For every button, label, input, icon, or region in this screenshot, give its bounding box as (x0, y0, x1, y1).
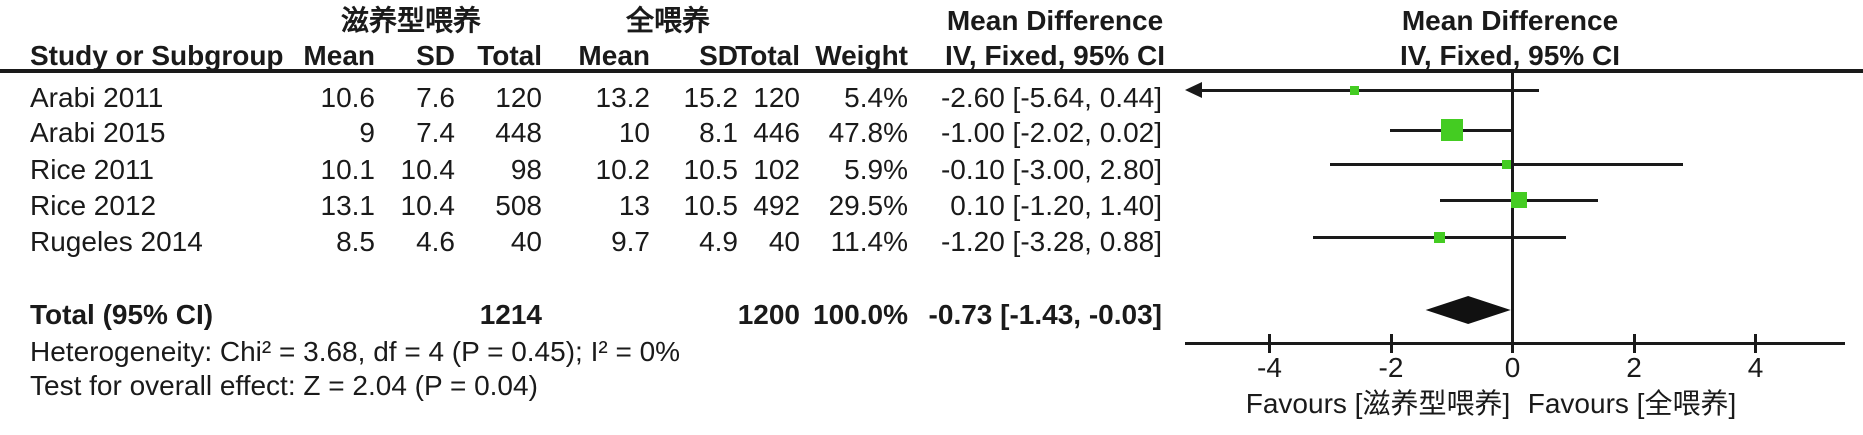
total-total2-cell: 1200 (737, 299, 800, 330)
axis-tick (1268, 334, 1271, 353)
weight-cell: 29.5% (828, 190, 908, 221)
axis-tick-label: -2 (1378, 352, 1404, 383)
mean2-cell: 13.2 (595, 82, 651, 113)
total1-cell: 98 (510, 154, 542, 185)
axis-tick (1632, 334, 1636, 353)
study-label: Rice 2011 (30, 154, 155, 185)
mean2-cell: 13 (618, 190, 650, 221)
ci-cell: -1.20 [-3.28, 0.88] (940, 226, 1162, 257)
col-header-sd1: SD (416, 40, 455, 71)
x-axis (1185, 341, 1845, 345)
effect-header-plot: Mean Difference (1401, 5, 1619, 36)
col-header-ci-table: IV, Fixed, 95% CI (945, 40, 1165, 71)
sd1-cell: 4.6 (416, 226, 455, 257)
total1-cell: 448 (495, 117, 542, 148)
favours-right-label: Favours [全喂养] (1527, 388, 1737, 419)
total2-cell: 40 (768, 226, 800, 257)
sd1-cell: 7.6 (416, 82, 455, 113)
study-label: Arabi 2015 (30, 117, 166, 148)
study-label: Rugeles 2014 (30, 226, 203, 257)
effect-square (1350, 85, 1360, 95)
mean2-cell: 10 (618, 117, 650, 148)
header-divider (0, 69, 1863, 73)
mean2-cell: 9.7 (611, 226, 650, 257)
sd2-cell: 15.2 (683, 82, 739, 113)
zero-line (1511, 73, 1514, 343)
ci-cell: 0.10 [-1.20, 1.40] (950, 190, 1162, 221)
col-header-mean2: Mean (578, 40, 650, 71)
ci-cell: -0.10 [-3.00, 2.80] (940, 154, 1162, 185)
group2-header: 全喂养 (625, 5, 711, 36)
ci-line (1200, 88, 1540, 92)
weight-cell: 5.4% (844, 82, 908, 113)
total1-cell: 120 (495, 82, 542, 113)
arrow-left-icon (1185, 82, 1202, 98)
total2-cell: 120 (753, 82, 800, 113)
col-header-mean1: Mean (303, 40, 375, 71)
col-header-total2: Total (735, 40, 800, 71)
study-label: Arabi 2011 (30, 82, 164, 113)
total-total1-cell: 1214 (479, 299, 542, 330)
effect-square (1501, 159, 1511, 169)
total-label: Total (95% CI) (30, 299, 214, 330)
sd2-cell: 4.9 (699, 226, 738, 257)
effect-header-table: Mean Difference (946, 5, 1164, 36)
total2-cell: 492 (753, 190, 800, 221)
total2-cell: 446 (753, 117, 800, 148)
sd1-cell: 7.4 (416, 117, 455, 148)
ci-cell: -1.00 [-2.02, 0.02] (940, 117, 1162, 148)
axis-tick (1389, 334, 1393, 353)
total-weight-cell: 100.0% (813, 299, 908, 330)
weight-cell: 11.4% (830, 226, 908, 257)
sd2-cell: 8.1 (699, 117, 738, 148)
axis-tick (1511, 334, 1514, 353)
col-header-sd2: SD (699, 40, 738, 71)
ci-cell: -2.60 [-5.64, 0.44] (940, 82, 1162, 113)
favours-left-label: Favours [滋养型喂养] (1245, 388, 1511, 419)
overall-effect-text: Test for overall effect: Z = 2.04 (P = 0… (30, 370, 538, 401)
sd1-cell: 10.4 (400, 190, 456, 221)
axis-tick (1754, 334, 1757, 353)
weight-cell: 47.8% (828, 117, 908, 148)
sd2-cell: 10.5 (683, 154, 739, 185)
effect-square (1434, 231, 1446, 243)
mean1-cell: 13.1 (320, 190, 376, 221)
mean2-cell: 10.2 (595, 154, 651, 185)
mean1-cell: 9 (359, 117, 375, 148)
col-header-study: Study or Subgroup (30, 40, 284, 71)
study-label: Rice 2012 (30, 190, 157, 221)
col-header-ci-plot: IV, Fixed, 95% CI (1400, 40, 1620, 71)
total-ci-cell: -0.73 [-1.43, -0.03] (928, 299, 1162, 330)
axis-tick-label: -4 (1257, 352, 1282, 383)
effect-square (1510, 192, 1527, 208)
axis-tick-label: 2 (1626, 352, 1642, 383)
group1-header: 滋养型喂养 (340, 5, 482, 36)
weight-cell: 5.9% (844, 154, 908, 185)
sd1-cell: 10.4 (400, 154, 456, 185)
col-header-total1: Total (477, 40, 542, 71)
total1-cell: 40 (510, 226, 542, 257)
axis-tick-label: 4 (1747, 352, 1764, 383)
heterogeneity-text: Heterogeneity: Chi² = 3.68, df = 4 (P = … (30, 336, 681, 367)
total2-cell: 102 (753, 154, 800, 185)
sd2-cell: 10.5 (683, 190, 739, 221)
effect-square (1440, 119, 1463, 141)
axis-tick-label: 0 (1504, 352, 1521, 383)
col-header-weight: Weight (815, 40, 908, 71)
mean1-cell: 10.1 (320, 154, 376, 185)
mean1-cell: 8.5 (336, 226, 375, 257)
total1-cell: 508 (495, 190, 542, 221)
mean1-cell: 10.6 (320, 82, 376, 113)
